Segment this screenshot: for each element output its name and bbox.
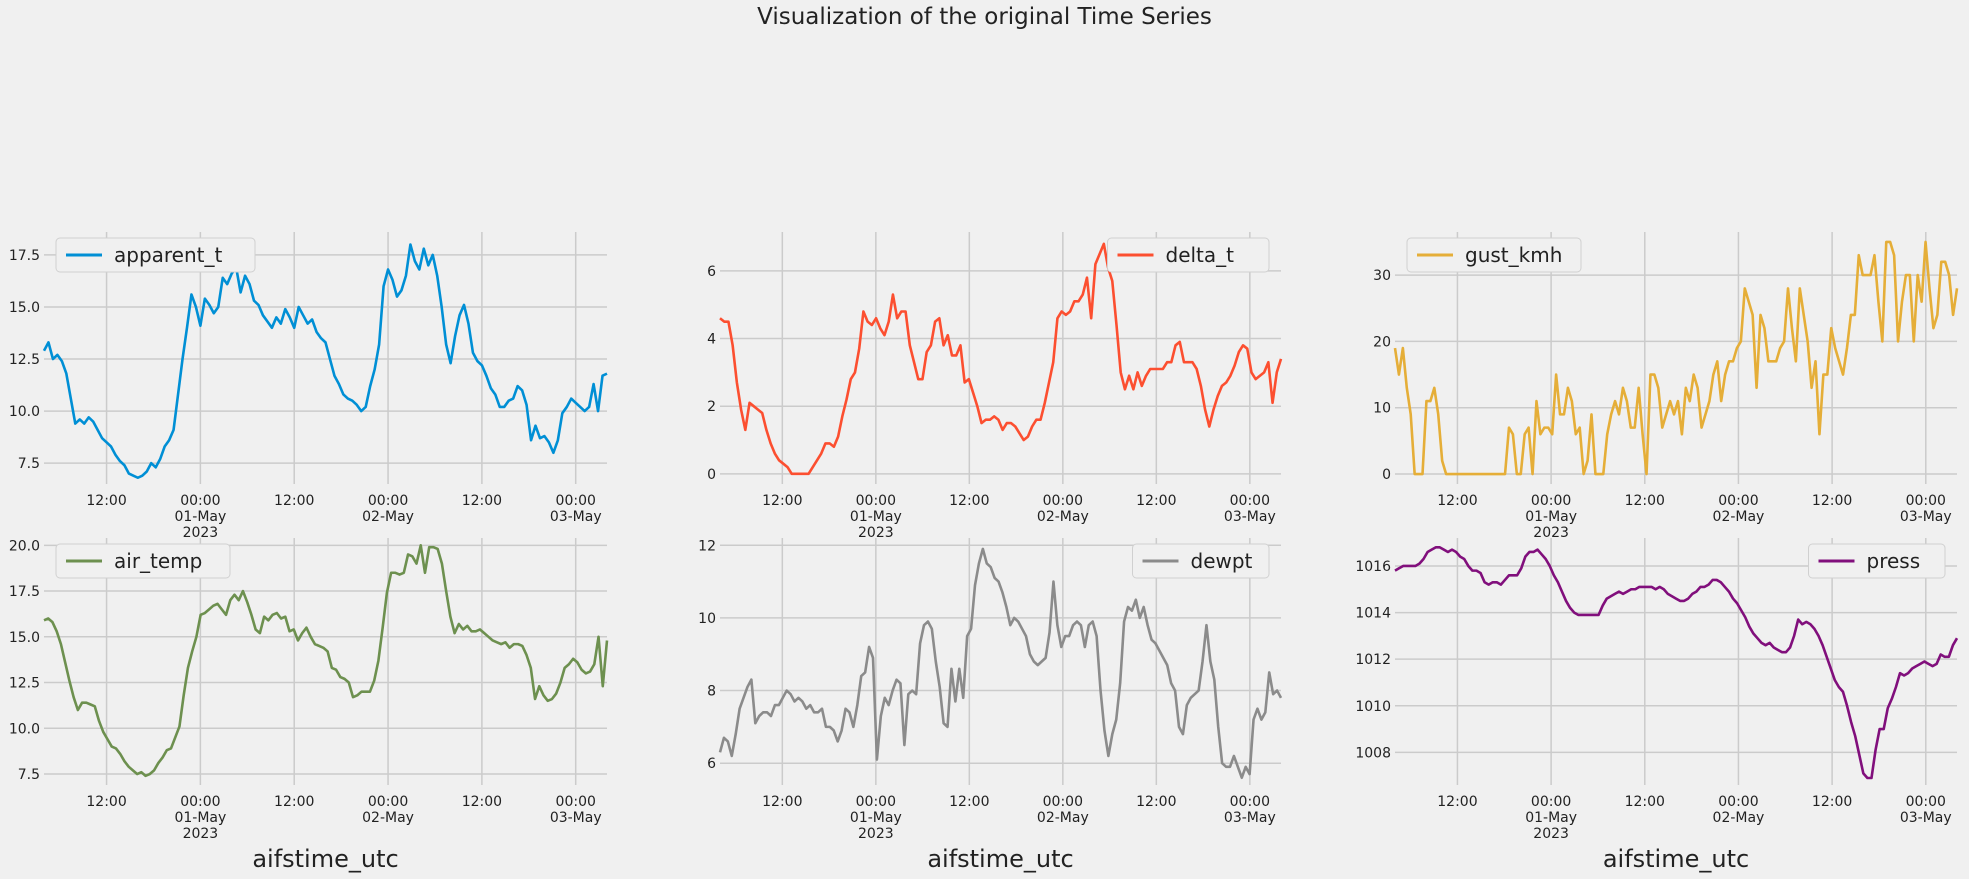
chart-panel-air_temp: 7.5 10.0 12.5 15.0 17.5 20.0 12:00 00:00 01-May 2… xyxy=(9,538,609,873)
series-line-delta_t xyxy=(719,242,1283,476)
y-tick-label: 10.0 xyxy=(9,404,40,420)
x-tick-label: 00:00 03-May xyxy=(1224,493,1276,525)
legend-box xyxy=(1406,237,1582,273)
x-tick-label: 00:00 02-May xyxy=(362,794,414,826)
legend-label: dewpt xyxy=(1191,549,1253,573)
y-tick-label: 1010 xyxy=(1355,699,1391,715)
x-tick-label: 12:00 xyxy=(86,794,126,810)
x-tick-label: 00:00 02-May xyxy=(1037,493,1089,525)
x-tick-label: 12:00 xyxy=(1625,493,1665,509)
y-tick-label: 1012 xyxy=(1355,652,1391,668)
y-tick-label: 6 xyxy=(707,264,716,280)
x-tick-label: 00:00 01-May 2023 xyxy=(1525,794,1577,842)
series-line-dewpt xyxy=(718,547,1283,780)
series-line-gust_kmh xyxy=(1393,240,1959,476)
x-tick-label: 12:00 xyxy=(274,493,314,509)
legend-label: delta_t xyxy=(1166,243,1235,267)
x-tick-label: 00:00 03-May xyxy=(1224,794,1276,826)
x-tick-label: 12:00 xyxy=(274,794,314,810)
y-tick-label: 8 xyxy=(707,684,716,700)
x-tick-label: 12:00 xyxy=(86,493,126,509)
x-tick-label: 00:00 01-May 2023 xyxy=(850,493,902,541)
legend-box xyxy=(1107,237,1270,273)
x-tick-label: 00:00 01-May 2023 xyxy=(850,794,902,842)
legend-box xyxy=(1132,543,1270,579)
x-tick-label: 12:00 xyxy=(1812,493,1852,509)
x-axis-title: aifstime_utc xyxy=(1603,845,1749,873)
y-tick-label: 2 xyxy=(707,399,716,415)
x-tick-label: 00:00 01-May 2023 xyxy=(174,794,226,842)
y-tick-label: 10.0 xyxy=(9,721,40,737)
series-line-apparent_t xyxy=(42,243,608,480)
y-tick-label: 7.5 xyxy=(18,456,40,472)
x-tick-label: 00:00 02-May xyxy=(362,493,414,525)
x-tick-label: 00:00 02-May xyxy=(1713,493,1765,525)
y-tick-label: 15.0 xyxy=(9,300,40,316)
x-tick-label: 00:00 01-May 2023 xyxy=(174,493,226,541)
x-tick-label: 12:00 xyxy=(1437,794,1477,810)
y-tick-label: 4 xyxy=(707,332,716,348)
y-tick-label: 15.0 xyxy=(9,630,40,646)
chart-panel-dewpt: 6 8 10 12 12:00 00:00 01-May 2023 12:00 00:00 02-M… xyxy=(698,538,1283,873)
y-tick-label: 7.5 xyxy=(18,767,40,783)
legend-box xyxy=(55,237,256,273)
x-tick-label: 12:00 xyxy=(1136,794,1176,810)
figure-title: Visualization of the original Time Serie… xyxy=(757,4,1212,30)
series-line-air_temp xyxy=(43,544,609,778)
y-tick-label: 17.5 xyxy=(9,584,40,600)
y-tick-label: 20.0 xyxy=(9,538,40,554)
x-tick-label: 12:00 xyxy=(462,493,502,509)
x-tick-label: 12:00 xyxy=(1812,794,1852,810)
x-tick-label: 12:00 xyxy=(462,794,502,810)
legend-box xyxy=(55,543,231,579)
y-tick-label: 17.5 xyxy=(9,248,40,264)
x-tick-label: 12:00 xyxy=(1625,794,1665,810)
legend-label: gust_kmh xyxy=(1465,243,1562,267)
y-tick-label: 1008 xyxy=(1355,745,1391,761)
x-tick-label: 12:00 xyxy=(1437,493,1477,509)
chart-panel-apparent_t: 7.5 10.0 12.5 15.0 17.5 12:00 00:00 01-May 2023 1… xyxy=(9,232,608,541)
y-tick-label: 12.5 xyxy=(9,352,40,368)
x-tick-label: 12:00 xyxy=(949,794,989,810)
x-tick-label: 12:00 xyxy=(762,794,802,810)
chart-panel-delta_t: 0 2 4 6 12:00 00:00 01-May 2023 12:00 00:00 02-May… xyxy=(707,232,1283,541)
x-tick-label: 00:00 03-May xyxy=(1900,794,1952,826)
y-tick-label: 0 xyxy=(707,467,716,483)
x-tick-label: 00:00 03-May xyxy=(1900,493,1952,525)
legend-label: press xyxy=(1867,549,1921,573)
x-axis-title: aifstime_utc xyxy=(252,845,398,873)
y-tick-label: 1014 xyxy=(1355,606,1391,622)
x-tick-label: 12:00 xyxy=(1136,493,1176,509)
legend-label: air_temp xyxy=(114,549,202,573)
x-tick-label: 12:00 xyxy=(949,493,989,509)
y-tick-label: 30 xyxy=(1373,268,1391,284)
x-tick-label: 00:00 03-May xyxy=(550,493,602,525)
y-tick-label: 10 xyxy=(1373,401,1391,417)
series-line-press xyxy=(1394,546,1959,780)
chart-panel-gust_kmh: 0 10 20 30 12:00 00:00 01-May 2023 12:00 00:00 02-… xyxy=(1373,232,1959,541)
x-tick-label: 00:00 03-May xyxy=(550,794,602,826)
x-tick-label: 00:00 02-May xyxy=(1037,794,1089,826)
y-tick-label: 1016 xyxy=(1355,559,1391,575)
chart-panel-press: 1008 1010 1012 1014 1016 12:00 00:00 01-May 2023… xyxy=(1355,538,1959,873)
y-tick-label: 6 xyxy=(707,756,716,772)
y-tick-label: 12 xyxy=(698,538,716,554)
legend-box xyxy=(1808,543,1946,579)
y-tick-label: 20 xyxy=(1373,334,1391,350)
x-tick-label: 12:00 xyxy=(762,493,802,509)
x-tick-label: 00:00 01-May 2023 xyxy=(1525,493,1577,541)
y-tick-label: 10 xyxy=(698,611,716,627)
y-tick-label: 12.5 xyxy=(9,676,40,692)
y-tick-label: 0 xyxy=(1382,467,1391,483)
x-tick-label: 00:00 02-May xyxy=(1713,794,1765,826)
legend-label: apparent_t xyxy=(114,243,223,267)
x-axis-title: aifstime_utc xyxy=(927,845,1073,873)
